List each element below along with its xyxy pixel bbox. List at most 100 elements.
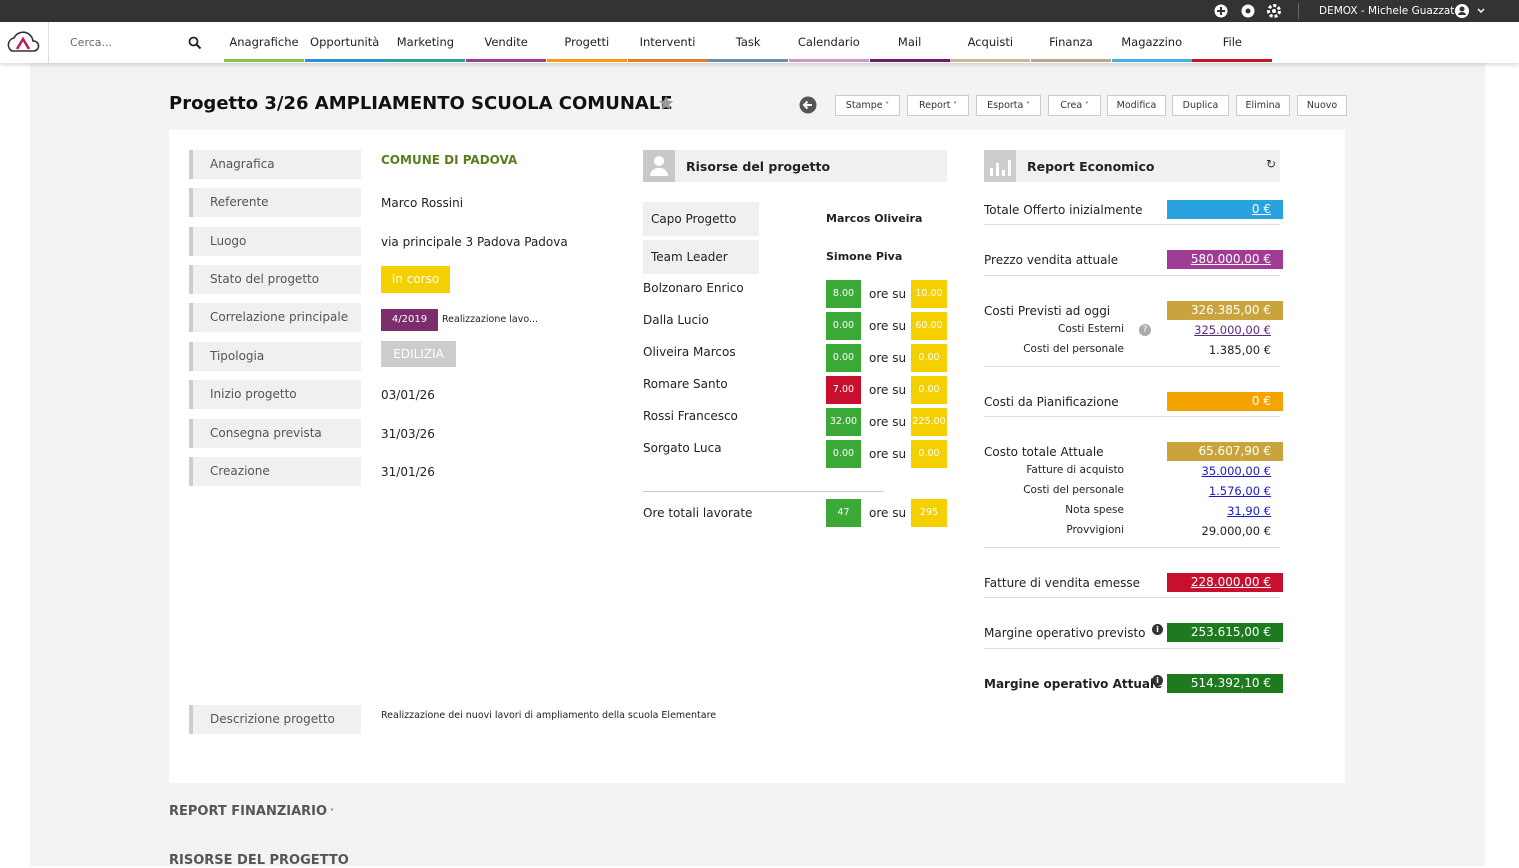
- nav-underline: [869, 59, 950, 62]
- separator: [984, 366, 1280, 367]
- sub-value[interactable]: 31,90 €: [1227, 504, 1271, 518]
- nav-item[interactable]: Anagrafiche: [229, 35, 299, 49]
- chart-icon-bar: [990, 168, 993, 176]
- chart-icon-bar: [1002, 170, 1005, 176]
- account-name[interactable]: DEMOX - Michele Guazzato: [1319, 5, 1461, 17]
- report-value: 514.392,10 €: [1167, 674, 1283, 693]
- section-toggle[interactable]: REPORT FINANZIARIO: [169, 804, 334, 819]
- action-button[interactable]: Elimina: [1236, 95, 1290, 116]
- search-input[interactable]: Cerca...: [70, 36, 113, 49]
- field-label: Correlazione principale: [189, 303, 361, 332]
- panel-header: [643, 150, 947, 182]
- account-icon[interactable]: [1455, 4, 1489, 19]
- field-label: Stato del progetto: [189, 265, 361, 294]
- sub-value: 29.000,00 €: [1201, 524, 1272, 538]
- menu-button[interactable]: Crea: [1048, 95, 1101, 116]
- role-name[interactable]: Simone Piva: [826, 250, 903, 263]
- info-icon[interactable]: i: [1152, 624, 1163, 635]
- panel-title: Report Economico: [1027, 159, 1155, 174]
- info-icon[interactable]: i: [1152, 675, 1163, 686]
- field-value: Marco Rossini: [381, 196, 464, 210]
- panel-header: [984, 150, 1280, 182]
- nav-item[interactable]: Finanza: [1049, 35, 1093, 49]
- field-label: Consegna prevista: [189, 419, 361, 448]
- member-name[interactable]: Oliveira Marcos: [643, 345, 736, 359]
- member-name[interactable]: Sorgato Luca: [643, 441, 722, 455]
- nav-item[interactable]: Magazzino: [1121, 35, 1183, 49]
- report-value[interactable]: 580.000,00 €: [1167, 250, 1283, 269]
- field-value: 31/03/26: [381, 427, 435, 441]
- back-button[interactable]: [799, 96, 817, 114]
- search-icon[interactable]: [188, 36, 202, 50]
- report-value: 65.607,90 €: [1167, 442, 1283, 461]
- hours-separator: ore su: [869, 351, 907, 365]
- separator: [984, 275, 1280, 276]
- member-name[interactable]: Romare Santo: [643, 377, 728, 391]
- field-value[interactable]: COMUNE DI PADOVA: [381, 153, 518, 167]
- nav-item[interactable]: Vendite: [484, 35, 528, 49]
- user-icon: [643, 150, 675, 182]
- sub-label: Fatture di acquisto: [1026, 464, 1124, 476]
- report-value[interactable]: 0 €: [1167, 200, 1283, 219]
- nav-item[interactable]: Calendario: [797, 35, 860, 49]
- nav-underline: [1111, 59, 1192, 62]
- nav-item[interactable]: Task: [735, 35, 761, 49]
- field-value: Realizzazione dei nuovi lavori di amplia…: [381, 710, 717, 721]
- planned-hours: 295: [911, 499, 947, 527]
- correlation-code[interactable]: 4/2019: [381, 309, 438, 331]
- member-name[interactable]: Dalla Lucio: [643, 313, 709, 327]
- section-toggle[interactable]: RISORSE DEL PROGETTO: [169, 853, 349, 868]
- separator: [984, 597, 1280, 598]
- planned-hours: 225.00: [911, 408, 947, 436]
- role-name[interactable]: Marcos Oliveira: [826, 212, 923, 225]
- nav-item[interactable]: File: [1222, 35, 1243, 49]
- action-button[interactable]: Nuovo: [1297, 95, 1347, 116]
- nav-item[interactable]: Opportunità: [310, 35, 380, 49]
- worked-hours: 0.00: [826, 344, 861, 372]
- field-label: Creazione: [189, 457, 361, 486]
- field-label: Descrizione progetto: [189, 705, 361, 734]
- favorite-star[interactable]: [658, 95, 674, 111]
- nav-item[interactable]: Acquisti: [967, 35, 1014, 49]
- top-bar: DEMOX - Michele Guazzato: [0, 0, 1519, 22]
- report-value: 326.385,00 €: [1167, 301, 1283, 320]
- sub-label: Costi Esterni: [1058, 323, 1124, 335]
- nav-item[interactable]: Progetti: [564, 35, 610, 49]
- report-value: 253.615,00 €: [1167, 623, 1283, 642]
- sub-value[interactable]: 35.000,00 €: [1201, 464, 1272, 478]
- sub-value[interactable]: 1.576,00 €: [1208, 484, 1271, 498]
- menu-button[interactable]: Report: [907, 95, 969, 116]
- member-name[interactable]: Rossi Francesco: [643, 409, 738, 423]
- menu-button[interactable]: Esporta: [976, 95, 1041, 116]
- correlation-text[interactable]: Realizzazione lavo...: [442, 314, 539, 325]
- page-title: Progetto 3/26 AMPLIAMENTO SCUOLA COMUNAL…: [169, 93, 673, 114]
- nav-item[interactable]: Interventi: [639, 35, 696, 49]
- worked-hours: 32.00: [826, 408, 861, 436]
- report-value: 0 €: [1167, 392, 1283, 411]
- worked-hours: 7.00: [826, 376, 861, 404]
- report-label: Costo totale Attuale: [984, 445, 1104, 459]
- nav-underline: [466, 59, 547, 62]
- field-label: Referente: [189, 188, 361, 217]
- refresh-icon[interactable]: ↻: [1266, 157, 1277, 171]
- logo[interactable]: [4, 30, 42, 54]
- divider: [643, 491, 884, 492]
- help-icon[interactable]: ?: [1139, 324, 1151, 336]
- nav-item[interactable]: Marketing: [396, 35, 455, 49]
- nav-underline: [304, 59, 385, 62]
- field-label: Inizio progetto: [189, 380, 361, 409]
- nav-underline: [224, 59, 304, 62]
- separator: [984, 648, 1280, 649]
- action-button[interactable]: Modifica: [1107, 95, 1166, 116]
- nav-item[interactable]: Mail: [897, 35, 922, 49]
- nav-underline: [627, 59, 708, 62]
- menu-button[interactable]: Stampe: [835, 95, 900, 116]
- report-value[interactable]: 228.000,00 €: [1167, 573, 1283, 592]
- action-button[interactable]: Duplica: [1172, 95, 1229, 116]
- report-label: Costi da Pianificazione: [984, 395, 1119, 409]
- nav-underline: [1031, 59, 1111, 62]
- field-label: Luogo: [189, 227, 361, 256]
- member-name[interactable]: Bolzonaro Enrico: [643, 281, 744, 295]
- sub-value[interactable]: 325.000,00 €: [1194, 323, 1271, 337]
